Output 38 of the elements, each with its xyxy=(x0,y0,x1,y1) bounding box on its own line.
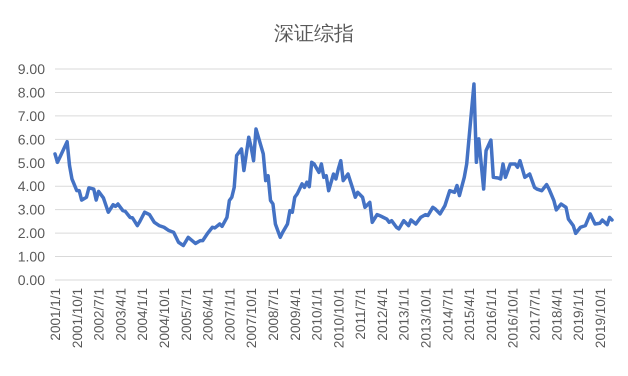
y-tick-label: 1.00 xyxy=(18,248,46,265)
y-tick-label: 5.00 xyxy=(18,154,46,171)
x-tick-label: 2006/4/1 xyxy=(200,288,216,341)
x-tick-label: 2015/4/1 xyxy=(462,288,478,341)
x-tick-label: 2010/1/1 xyxy=(310,288,325,341)
x-tick-label: 2003/4/1 xyxy=(113,288,128,341)
y-tick-label: 9.00 xyxy=(18,61,46,77)
x-tick-label: 2001/10/1 xyxy=(70,288,85,348)
y-tick-label: 0.00 xyxy=(18,272,46,288)
x-tick-label: 2004/1/1 xyxy=(135,288,150,341)
chart-title: 深证综指 xyxy=(274,23,354,45)
x-tick-label: 2019/10/1 xyxy=(592,288,608,348)
y-tick-label: 3.00 xyxy=(18,202,46,218)
x-tick-label: 2008/7/1 xyxy=(266,288,281,341)
x-tick-label: 2010/10/1 xyxy=(331,288,346,348)
x-tick-label: 2016/1/1 xyxy=(484,288,499,341)
line-series xyxy=(53,82,614,248)
x-tick-label: 2012/4/1 xyxy=(374,288,390,341)
x-tick-label: 2004/10/1 xyxy=(156,288,172,348)
x-tick-label: 2019/1/1 xyxy=(571,288,586,341)
x-tick-label: 2013/1/1 xyxy=(396,288,412,341)
x-tick-label: 2017/7/1 xyxy=(528,288,543,341)
x-tick-label: 2001/1/1 xyxy=(48,288,63,341)
x-tick-label: 2011/7/1 xyxy=(353,288,368,340)
y-tick-label: 6.00 xyxy=(18,131,46,148)
y-tick-label: 4.00 xyxy=(18,178,46,194)
x-tick-label: 2014/7/1 xyxy=(440,288,456,341)
y-tick-label: 7.00 xyxy=(18,108,46,124)
x-tick-label: 2007/10/1 xyxy=(244,288,260,348)
y-tick-label: 2.00 xyxy=(18,225,46,242)
x-tick-label: 2016/10/1 xyxy=(506,288,521,348)
x-tick-label: 2018/4/1 xyxy=(549,288,564,341)
x-tick-label: 2009/4/1 xyxy=(288,288,303,341)
x-tick-label: 2007/1/1 xyxy=(222,288,238,341)
x-tick-label: 2002/7/1 xyxy=(92,288,107,341)
x-tick-label: 2013/10/1 xyxy=(418,288,434,348)
y-tick-label: 8.00 xyxy=(18,84,46,100)
x-tick-label: 2005/7/1 xyxy=(178,288,194,341)
